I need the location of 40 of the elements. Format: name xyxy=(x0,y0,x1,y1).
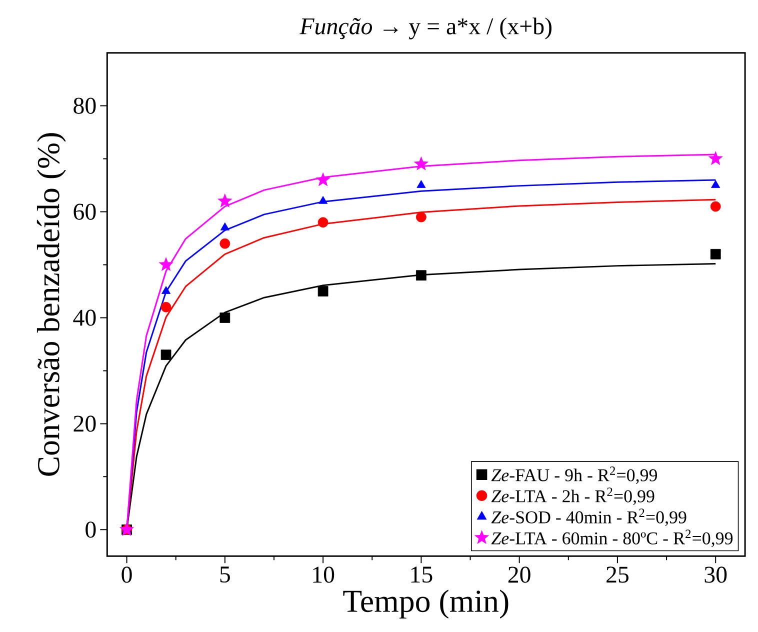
legend-label: Ze-LTA - 60min - 80ºC - R$^{2}$=0,99 xyxy=(491,530,733,548)
x-tick-label: 15 xyxy=(411,566,432,583)
y-tick-label: 60 xyxy=(74,204,96,220)
point xyxy=(218,193,232,208)
point xyxy=(416,212,426,222)
point xyxy=(220,312,230,323)
point xyxy=(708,151,723,166)
y-axis-title: Conversão benzadeído (%) xyxy=(36,133,66,476)
y-tick-label: 0 xyxy=(86,522,96,538)
legend-label: Ze-LTA - 2h - R$^{2}$=0,99 xyxy=(491,488,654,505)
point xyxy=(316,172,330,186)
point xyxy=(710,201,721,212)
x-tick-label: 30 xyxy=(704,566,727,583)
y-tick-label: 20 xyxy=(74,416,96,432)
point xyxy=(414,156,429,170)
point xyxy=(416,180,426,188)
x-axis-title: Tempo (min) xyxy=(343,590,508,619)
point xyxy=(162,286,171,294)
x-tick-label: 20 xyxy=(508,566,530,583)
point xyxy=(220,222,230,230)
x-tick-label: 5 xyxy=(220,566,230,583)
point xyxy=(119,522,134,536)
x-tick-label: 10 xyxy=(313,566,334,583)
x-tick-label: 0 xyxy=(122,566,132,583)
point xyxy=(710,249,721,260)
y-tick-label: 80 xyxy=(74,98,96,114)
y-tick-label: 40 xyxy=(73,310,96,326)
point xyxy=(160,302,172,312)
legend-label: Ze-SOD - 40min - R$^{2}$=0,99 xyxy=(491,508,686,526)
point xyxy=(160,350,172,360)
point xyxy=(318,286,328,296)
chart-title: Função → y = a*x / (x+b) xyxy=(300,18,552,40)
point xyxy=(711,180,720,188)
x-tick-label: 25 xyxy=(606,566,628,583)
point xyxy=(158,257,174,272)
point xyxy=(220,238,230,249)
point xyxy=(318,196,328,204)
point xyxy=(318,217,328,228)
point xyxy=(416,270,426,281)
legend-label: Ze-FAU - 9h - R$^{2}$=0,99 xyxy=(491,466,657,484)
